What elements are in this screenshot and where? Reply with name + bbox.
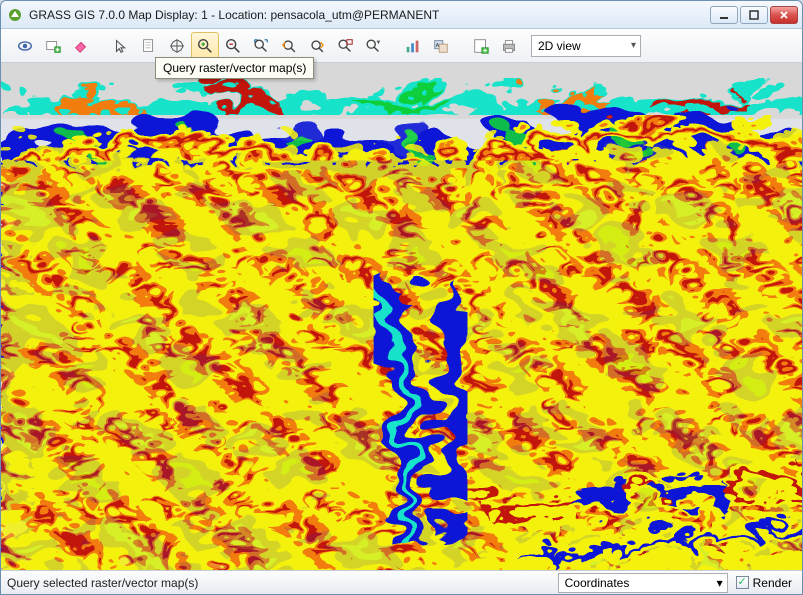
titlebar[interactable]: GRASS GIS 7.0.0 Map Display: 1 - Locatio… [1, 1, 802, 29]
chevron-down-icon: ▾ [631, 40, 636, 51]
app-window: GRASS GIS 7.0.0 Map Display: 1 - Locatio… [0, 0, 803, 595]
view-mode-value: 2D view [538, 39, 581, 53]
window-title: GRASS GIS 7.0.0 Map Display: 1 - Locatio… [29, 8, 710, 22]
statusbar: Query selected raster/vector map(s) Coor… [1, 570, 802, 594]
erase-button[interactable] [67, 32, 95, 60]
query-button[interactable] [191, 32, 219, 60]
status-mode-select[interactable]: Coordinates ▾ [558, 573, 728, 593]
svg-text:A: A [436, 42, 440, 48]
render-label: Render [753, 576, 792, 590]
add-layer-button[interactable] [39, 32, 67, 60]
zoom-extent-button[interactable] [247, 32, 275, 60]
zoom-menu-button[interactable] [359, 32, 387, 60]
zoom-region-button[interactable] [331, 32, 359, 60]
pointer-button[interactable] [107, 32, 135, 60]
zoom-next-button[interactable] [303, 32, 331, 60]
checkbox-box: ✓ [736, 576, 749, 589]
analyze-button[interactable] [399, 32, 427, 60]
zoom-out-button[interactable] [219, 32, 247, 60]
tooltip: Query raster/vector map(s) [155, 57, 314, 79]
pan-button[interactable] [163, 32, 191, 60]
chevron-down-icon: ▾ [717, 576, 723, 590]
render-checkbox[interactable]: ✓ Render [736, 576, 796, 590]
status-message: Query selected raster/vector map(s) [7, 576, 550, 590]
print-button[interactable] [495, 32, 523, 60]
overlay-button[interactable]: A [427, 32, 455, 60]
raster-map [1, 63, 802, 570]
toolbar: A 2D view ▾ [1, 29, 802, 63]
view-mode-select[interactable]: 2D view ▾ [531, 35, 641, 57]
select-features-button[interactable] [135, 32, 163, 60]
close-button[interactable] [770, 6, 798, 24]
window-controls [710, 6, 798, 24]
app-icon [7, 7, 23, 23]
zoom-last-button[interactable] [275, 32, 303, 60]
map-canvas[interactable] [1, 63, 802, 570]
render-map-button[interactable] [11, 32, 39, 60]
minimize-button[interactable] [710, 6, 738, 24]
status-mode-value: Coordinates [565, 576, 630, 590]
maximize-button[interactable] [740, 6, 768, 24]
save-image-button[interactable] [467, 32, 495, 60]
